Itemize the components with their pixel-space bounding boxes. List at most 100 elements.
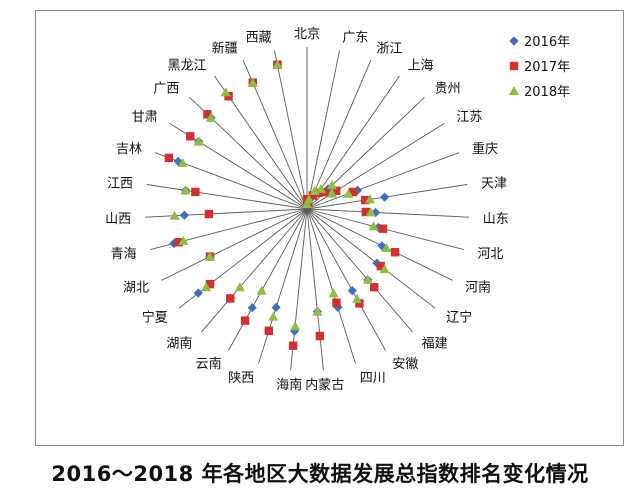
data-point-triangle [365,194,376,204]
data-point-triangle [304,194,314,204]
spoke-13 [306,208,386,351]
spoke-2 [306,59,372,210]
data-point-triangle [272,59,283,69]
data-point-square [308,191,317,200]
data-point-triangle [169,210,180,220]
data-point-square [390,248,400,257]
category-labels: 北京 广东浙江上海贵州江苏重庆天津山东河北河南辽宁福建安徽四川内蒙古海南陕西云南湖… [105,27,509,393]
category-label: 青海 [111,247,137,262]
legend-marker-diamond [509,36,519,46]
data-markers [164,59,400,350]
spoke-14 [306,208,356,364]
data-point-square [370,283,379,292]
data-point-diamond [347,286,357,296]
category-label: 重庆 [472,141,498,157]
category-label: 河南 [465,280,491,296]
data-point-diamond [290,326,300,336]
category-label: 北京 [294,27,320,42]
data-point-square [355,299,364,308]
category-label: 浙江 [376,41,402,56]
category-label: 宁夏 [142,310,168,326]
spoke-11 [306,208,436,309]
data-point-square [204,209,214,219]
category-label: 云南 [196,356,222,372]
data-point-triangle [205,112,216,122]
data-point-triangle [193,136,204,146]
category-label: 海南 [276,377,302,393]
data-point-diamond [371,207,381,218]
legend-label: 2017年 [524,60,570,75]
data-point-square [315,331,325,341]
spoke-12 [306,208,413,333]
data-point-triangle [256,285,267,295]
data-point-diamond [271,302,281,312]
data-point-triangle [316,183,326,193]
category-label: 贵州 [435,82,461,97]
spoke-30 [273,50,308,210]
spoke-15 [306,208,324,371]
category-label: 江苏 [456,109,482,125]
category-label: 西藏 [246,31,272,46]
data-point-triangle [365,207,376,217]
data-point-diamond [179,210,189,220]
chart-caption: 2016～2018 年各地区大数据发展总指数排名变化情况 [51,462,589,486]
data-point-square [203,110,212,119]
chart-frame: 北京 广东 浙江 上海 贵州 江苏 重庆 天津 山东 河北 河南 辽宁 福建 安徽 四川 内蒙古 海南 陕西 云南湖… [35,10,624,446]
legend-marker-triangle [509,86,519,95]
category-label: 黑龙江 [167,59,206,74]
data-point-square [332,186,341,195]
data-point-square [361,195,370,205]
category-label: 福建 [422,337,448,352]
legend: 2016年 2017年 2018年 [509,35,570,100]
category-label: 甘肃 [132,110,158,125]
data-point-square [378,224,388,233]
spoke-6 [306,152,460,210]
category-label: 辽宁 [446,310,472,326]
category-label: 广西 [153,82,179,97]
data-point-square [361,207,370,217]
category-label: 上海 [408,59,434,74]
data-point-triangle [205,251,215,261]
category-label: 江西 [107,176,133,191]
data-point-triangle [343,188,354,198]
data-point-triangle [379,264,390,274]
category-label: 陕西 [228,371,254,386]
data-point-triangle [290,321,301,331]
category-label: 天津 [481,176,507,191]
data-point-triangle [328,288,339,298]
spoke-21 [161,208,308,281]
data-point-square [174,238,183,247]
data-point-triangle [312,306,323,316]
data-point-triangle [180,185,191,195]
data-point-square [288,341,298,350]
data-point-triangle [368,221,379,231]
spoke-24 [146,184,308,210]
data-point-diamond [380,192,390,202]
data-point-triangle [178,236,189,245]
data-point-triangle [326,180,337,190]
data-point-square [164,153,174,163]
radar-chart: 北京 广东浙江上海贵州江苏重庆天津山东河北河南辽宁福建安徽四川内蒙古海南陕西云南湖… [105,27,570,393]
data-point-diamond [353,185,363,195]
data-point-triangle [247,77,258,87]
data-point-square [348,187,358,197]
category-label: 山西 [105,212,131,227]
data-point-diamond [333,302,343,312]
data-point-square [226,294,235,303]
data-point-square [376,261,385,271]
spoke-17 [258,208,308,364]
data-point-triangle [362,274,373,284]
data-point-triangle [201,282,212,292]
data-point-diamond [377,241,387,251]
data-point-triangle [302,199,312,209]
data-point-triangle [268,311,279,321]
category-label: 广东 [342,31,368,46]
spoke-19 [201,208,308,333]
data-point-square [191,187,200,197]
data-point-triangle [220,87,231,97]
category-label: 内蒙古 [305,377,344,393]
category-label: 吉林 [116,142,142,157]
data-point-square [205,279,215,289]
category-label: 安徽 [392,357,418,372]
legend-marker-square [509,61,519,71]
